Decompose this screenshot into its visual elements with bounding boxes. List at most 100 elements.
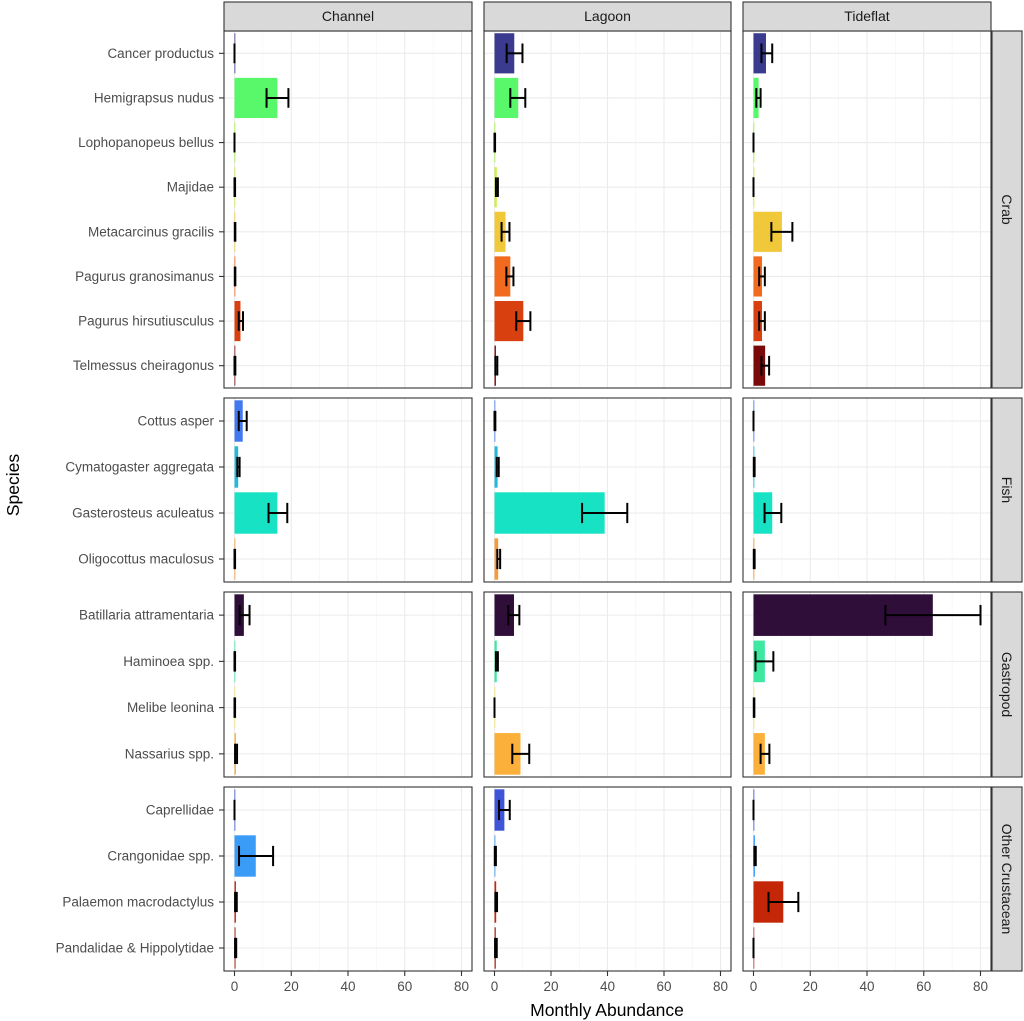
row-strip-crab	[991, 30, 1023, 389]
bar-pagurus-granosimanus	[753, 256, 763, 297]
error-bar-cymatogaster-aggregata	[495, 456, 500, 478]
species-label: Cymatogaster aggregata	[65, 460, 214, 475]
error-bar-crangonidae-spp	[753, 845, 757, 867]
species-label: Majidae	[167, 180, 214, 195]
x-tick-label: 80	[454, 979, 469, 994]
error-bar-gasterosteus-aculeatus	[267, 502, 289, 524]
y-axis-title: Species	[3, 454, 23, 517]
x-tick-label: 40	[859, 979, 874, 994]
bar-hemigrapsus-nudus	[494, 77, 519, 119]
error-bar-caprellidae	[498, 799, 511, 821]
x-axis-title: Monthly Abundance	[530, 1000, 684, 1020]
species-label: Palaemon macrodactylus	[62, 895, 214, 910]
panel-tideflat-gastropod	[742, 591, 992, 778]
species-label: Melibe leonina	[127, 700, 215, 715]
error-bar-hemigrapsus-nudus	[509, 88, 527, 108]
error-bar-batillaria-attramentaria	[884, 604, 982, 626]
column-strip-label: Channel	[322, 8, 374, 24]
error-bar-telmessus-cheiragonus	[760, 355, 771, 376]
bar-batillaria-attramentaria	[494, 594, 514, 636]
bar-gasterosteus-aculeatus	[753, 492, 773, 534]
bar-pagurus-hirsutiusculus	[753, 300, 763, 342]
error-bar-cancer-productus	[505, 43, 524, 64]
x-tick-label: 20	[803, 979, 818, 994]
error-bar-melibe-leonina	[752, 697, 756, 718]
error-bar-pandalidae-hippolytidae	[494, 937, 498, 959]
error-bar-haminoea-spp	[494, 651, 499, 672]
bar-nassarius-spp	[753, 733, 765, 775]
panel-channel-fish	[223, 397, 473, 583]
error-bar-cottus-asper	[493, 410, 497, 432]
error-bar-pagurus-granosimanus	[505, 266, 515, 287]
error-bar-nassarius-spp	[759, 743, 771, 765]
error-bar-oligocottus-maculosus	[752, 548, 756, 570]
error-bar-palaemon-macrodactylus	[234, 891, 238, 913]
error-bar-pagurus-hirsutiusculus	[758, 311, 766, 331]
species-label: Gasterosteus aculeatus	[72, 506, 214, 521]
bar-cancer-productus	[753, 33, 766, 74]
panel-border	[223, 397, 473, 583]
species-label: Haminoea spp.	[123, 654, 214, 669]
species-label: Pagurus granosimanus	[75, 269, 214, 284]
column-strip-lagoon	[483, 1, 732, 32]
error-bar-cancer-productus	[760, 43, 774, 64]
row-strip-gastropod	[991, 591, 1023, 778]
error-bar-haminoea-spp	[754, 651, 775, 672]
error-bar-gasterosteus-aculeatus	[581, 502, 629, 524]
x-axis-labels: 0 20 40 60 80 0 20 40 60 80 0 20 40 60 80	[231, 971, 988, 994]
bar-pagurus-hirsutiusculus	[234, 300, 241, 342]
x-tick-label: 0	[750, 979, 758, 994]
panels-layer	[223, 30, 992, 972]
species-label: Cancer productus	[107, 46, 214, 61]
x-tick-label: 20	[284, 979, 299, 994]
species-label: Nassarius spp.	[125, 746, 214, 761]
panel-border	[483, 397, 732, 583]
x-tick-label: 60	[397, 979, 412, 994]
panel-lagoon-crab	[483, 30, 732, 389]
species-label: Telmessus cheiragonus	[73, 358, 214, 373]
error-bar-pagurus-hirsutiusculus	[237, 311, 245, 331]
bar-telmessus-cheiragonus	[753, 345, 766, 386]
species-label: Oligocottus maculosus	[78, 552, 214, 567]
panel-lagoon-gastropod	[483, 591, 732, 778]
error-bar-batillaria-attramentaria	[507, 604, 521, 626]
panel-tideflat-crab	[742, 30, 992, 389]
species-label: Cottus asper	[137, 414, 214, 429]
species-label: Pagurus hirsutiusculus	[78, 314, 214, 329]
bar-pagurus-granosimanus	[494, 256, 511, 297]
species-label: Batillaria attramentaria	[79, 608, 215, 623]
x-tick-label: 0	[231, 979, 239, 994]
error-bar-cottus-asper	[237, 410, 248, 432]
row-strip-label: Other Crustacean	[999, 824, 1015, 935]
error-bar-crangonidae-spp	[238, 845, 275, 867]
panel-channel-other-crustacean	[223, 786, 473, 972]
error-bar-pagurus-granosimanus	[758, 266, 766, 287]
error-bar-palaemon-macrodactylus	[767, 891, 800, 913]
error-bar-telmessus-cheiragonus	[494, 355, 499, 376]
error-bar-lophopanopeus-bellus	[493, 132, 497, 153]
error-bar-cymatogaster-aggregata	[236, 456, 241, 478]
row-strip-label: Fish	[999, 477, 1015, 503]
x-tick-label: 20	[543, 979, 558, 994]
error-bar-oligocottus-maculosus	[233, 548, 237, 570]
x-tick-label: 60	[656, 979, 671, 994]
row-strip-label: Crab	[999, 194, 1015, 225]
error-bar-majidae	[233, 177, 237, 198]
panel-lagoon-other-crustacean	[483, 786, 732, 972]
species-label: Lophopanopeus bellus	[78, 135, 214, 150]
species-label: Metacarcinus gracilis	[88, 224, 214, 239]
column-strip-channel	[223, 1, 473, 32]
species-label: Crangonidae spp.	[107, 849, 214, 864]
row-strip-other-crustacean	[991, 786, 1023, 972]
column-strips: Channel Lagoon Tideflat	[223, 1, 992, 32]
row-strip-label: Gastropod	[999, 652, 1015, 717]
x-tick-label: 40	[340, 979, 355, 994]
x-tick-label: 0	[491, 979, 499, 994]
error-bar-pagurus-hirsutiusculus	[515, 311, 532, 331]
column-strip-tideflat	[742, 1, 992, 32]
column-strip-label: Tideflat	[844, 8, 890, 24]
error-bar-metacarcinus-gracilis	[500, 221, 511, 242]
panel-channel-crab	[223, 30, 473, 389]
x-tick-label: 80	[973, 979, 988, 994]
